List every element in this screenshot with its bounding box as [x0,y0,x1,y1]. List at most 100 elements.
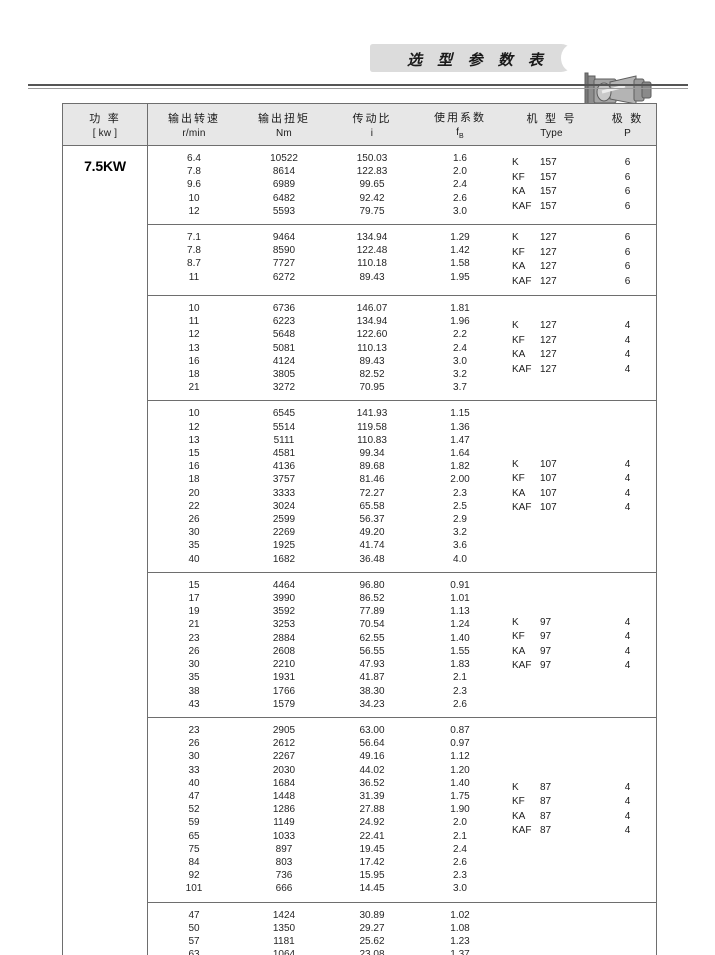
type-size: 157 [540,171,557,183]
cell-ratio: 89.68 [359,461,385,473]
cell-rpm: 75 [188,843,200,855]
type-size: 127 [540,246,557,258]
cell-poles: 6 [624,275,631,287]
cell-poles: 6 [624,157,631,168]
cell-rpm: 84 [188,856,200,868]
cell-rpm: 12 [188,205,200,217]
cell-ratio: 92.42 [359,192,385,204]
header-poles: 极 数 P [611,112,644,139]
type-row: KAF 127 [504,275,599,290]
cell-factor: 1.23 [450,935,470,947]
cell-factor: 2.5 [453,500,467,512]
cell-rpm: 30 [188,659,200,671]
cell-factor: 3.0 [453,883,467,895]
poles-column: 4 4 4 4 [599,407,656,565]
cell-ratio: 119.58 [357,421,387,433]
cell-torque: 2884 [272,632,296,644]
cell-poles: 4 [624,458,631,470]
cell-torque: 4464 [272,579,296,591]
cell-rpm: 7.8 [187,166,201,178]
cell-ratio: 49.16 [359,751,385,763]
ratio-column: 30.8929.2725.6223.0820.2517.8715.8413.52… [328,909,416,955]
factor-column: 1.021.081.231.371.561.651.802.01.651.872… [416,909,504,955]
type-column: K 127 KF 127 KA 127 KAF 127 [504,302,599,394]
cell-ratio: 36.52 [359,777,385,789]
header-output-torque: 输出扭矩 Nm [258,112,310,139]
factor-column: 0.87 0.97 1.12 1.20 1.40 1.75 1.90 2.0 2.1 2.4 2.6… [416,724,504,896]
cell-rpm: 18 [188,369,200,381]
cell-torque: 2030 [272,764,296,776]
cell-factor: 1.08 [450,922,470,934]
type-name: KAF [512,200,532,212]
table-header-row: 功 率 [ kw ] 输出转速 r/min 输出扭矩 Nm 传动比 i 使用系数… [63,104,656,146]
type-size: 127 [540,349,557,361]
cell-poles: 4 [624,796,631,808]
cell-factor: 1.6 [453,153,467,164]
type-row: KF 127 [504,334,599,349]
type-row: KF 157 [504,171,599,186]
type-size: 107 [540,487,557,499]
cell-factor: 4.0 [453,553,467,565]
type-size: 97 [540,631,552,643]
cell-rpm: 13 [188,434,200,446]
cell-poles: 4 [624,810,631,822]
cell-rpm: 16 [188,461,200,473]
factor-column: 1.15 1.36 1.47 1.64 1.82 2.00 2.3 2.5 2.9 3.2 3.6 4… [416,407,504,565]
cell-rpm: 12 [188,329,200,341]
cell-ratio: 134.94 [356,316,388,328]
cell-factor: 1.82 [450,461,470,473]
cell-factor: 1.90 [450,804,470,816]
cell-torque: 3333 [272,487,296,499]
cell-poles: 4 [624,616,631,628]
type-row: KAF 157 [504,200,599,215]
cell-factor: 1.58 [450,258,470,270]
cell-factor: 2.1 [453,672,467,684]
cell-ratio: 150.03 [356,153,388,164]
cell-ratio: 25.62 [359,935,385,947]
cell-ratio: 122.60 [356,329,388,341]
cell-rpm: 30 [188,527,200,539]
type-row: KA 107 [504,487,599,502]
type-name: KA [512,349,526,361]
cell-torque: 2269 [272,527,296,539]
type-size: 87 [540,781,552,793]
cell-factor: 1.20 [450,764,470,776]
cell-ratio: 81.46 [359,474,385,486]
cell-torque: 3805 [272,369,296,381]
cell-torque: 8614 [272,166,296,178]
cell-ratio: 65.58 [359,500,385,512]
cell-torque: 6545 [272,408,296,420]
cell-factor: 0.97 [450,738,470,750]
cell-poles: 4 [624,631,631,643]
cell-torque: 5648 [272,329,296,341]
rpm-column: 15 17 19 21 23 26 30 35 38 43 [148,579,240,711]
cell-rpm: 16 [188,355,200,367]
cell-rpm: 57 [188,935,200,947]
cell-rpm: 26 [188,514,200,526]
cell-factor: 1.01 [450,593,470,605]
type-row: KF 97 [504,630,599,645]
cell-rpm: 33 [188,764,200,776]
spec-table: 功 率 [ kw ] 输出转速 r/min 输出扭矩 Nm 传动比 i 使用系数… [62,103,657,955]
cell-factor: 0.87 [450,724,470,736]
type-size: 107 [540,502,557,514]
cell-torque: 1350 [272,922,296,934]
cell-factor: 1.64 [450,448,470,460]
cell-factor: 1.81 [450,303,470,315]
cell-rpm: 10 [188,192,200,204]
cell-rpm: 43 [188,698,200,710]
cell-factor: 1.95 [450,271,470,283]
cell-ratio: 99.65 [359,179,385,191]
rpm-column: 23 26 30 33 40 47 52 59 65 75 84 92 101 [148,724,240,896]
cell-rpm: 12 [188,421,200,433]
type-name: K [512,458,519,470]
cell-rpm: 22 [188,500,200,512]
cell-torque: 4581 [272,448,296,460]
cell-torque: 8590 [272,245,296,257]
cell-rpm: 20 [188,487,200,499]
cell-rpm: 40 [188,553,200,565]
type-row: K 127 [504,319,599,334]
cell-rpm: 10 [188,408,200,420]
cell-factor: 1.47 [450,434,470,446]
